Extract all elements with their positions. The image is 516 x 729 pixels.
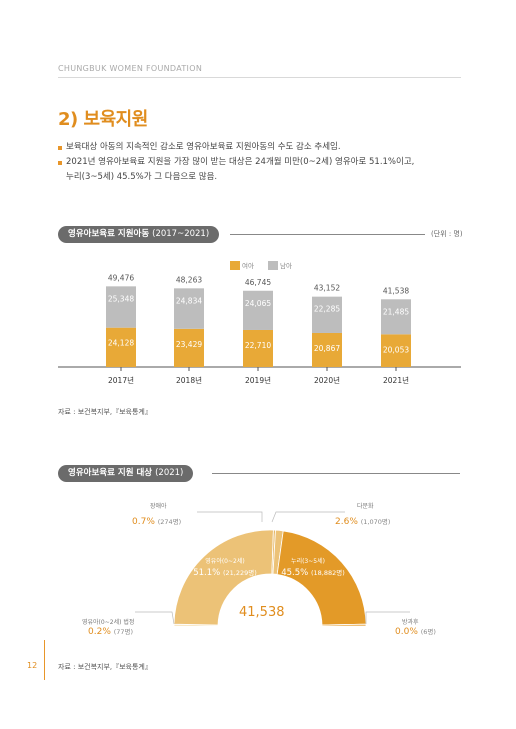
legend-swatch-male	[267, 260, 278, 270]
chart1-title-rule	[230, 234, 425, 235]
bullet-square-icon	[58, 161, 62, 165]
bullet-square-icon	[58, 146, 62, 150]
slice-label-multicultural: 다문화	[357, 503, 374, 510]
bar-total-label: 41,538	[383, 286, 409, 295]
bar-total-label: 43,152	[314, 284, 340, 293]
chart2-source: 자료 : 보건복지부,『보육통계』	[58, 663, 152, 671]
bar-male	[174, 288, 204, 329]
bar-male	[106, 286, 136, 328]
legend-label-male: 남아	[279, 262, 292, 270]
leader-line	[197, 511, 263, 522]
bullet-item: 2021년 영유아보육료 지원을 가장 많이 받는 대상은 24개월 미만(0~…	[58, 155, 478, 170]
bar-female	[243, 329, 273, 367]
bar-label-male: 25,348	[108, 294, 134, 303]
chart1-unit: (단위 : 명)	[431, 230, 463, 238]
bar-male	[381, 299, 411, 335]
bar-male	[243, 290, 273, 330]
x-tick-label: 2017년	[108, 375, 134, 385]
bar-label-female: 24,128	[108, 339, 134, 348]
bar-label-male: 24,065	[245, 299, 271, 308]
bar-label-male: 24,834	[176, 296, 202, 305]
chart2-title-pill: 영유아보육료 지원 대상 (2021)	[58, 465, 194, 482]
bullet-list: 보육대상 아동의 지속적인 감소로 영유아보육료 지원아동의 수도 감소 추세임…	[58, 140, 478, 185]
slice-value-disabled: 0.7% (274명)	[132, 517, 182, 527]
slice-inner-value-nuri: 45.5% (18,882명)	[281, 568, 345, 578]
bullet-item: 보육대상 아동의 지속적인 감소로 영유아보육료 지원아동의 수도 감소 추세임…	[58, 140, 478, 155]
chart1-title-pill: 영유아보육료 지원아동 (2017~2021)	[58, 226, 220, 243]
donut-slice	[321, 623, 367, 627]
bullet-item-continuation: 누리(3~5세) 45.5%가 그 다음으로 많음.	[66, 172, 218, 182]
slice-value-afterschool: 0.0% (6명)	[395, 627, 436, 637]
bar-female	[381, 334, 411, 367]
x-tick-label: 2018년	[176, 375, 202, 385]
slice-value-infant-legal: 0.2% (77명)	[88, 627, 134, 637]
header-org: CHUNGBUK WOMEN FOUNDATION	[58, 64, 203, 73]
stacked-bar-chart: 24,128 25,348 49,476 2017년 23,429 24,834 48,26…	[58, 273, 461, 385]
semi-donut-chart	[135, 511, 410, 627]
slice-label-infant-legal: 영유아(0~2세) 법정	[82, 619, 135, 626]
x-tick-label: 2021년	[383, 375, 409, 385]
chart1-legend: 여아 남아	[230, 260, 292, 270]
bar-label-female: 20,053	[383, 345, 409, 354]
legend-swatch-female	[230, 260, 240, 270]
slice-label-afterschool: 방과후	[402, 619, 419, 626]
bar-label-male: 22,285	[314, 305, 340, 314]
bar-total-label: 49,476	[108, 273, 134, 282]
section-title: 2) 보육지원	[58, 109, 148, 130]
x-tick-label: 2019년	[245, 375, 271, 385]
donut-slice	[173, 529, 274, 626]
bar-label-female: 22,710	[245, 341, 271, 350]
bar-label-female: 23,429	[176, 340, 202, 349]
x-tick-label: 2020년	[314, 375, 340, 385]
chart1-source: 자료 : 보건복지부,『보육통계』	[58, 408, 152, 416]
bar-total-label: 48,263	[176, 275, 202, 284]
page-accent-bar	[44, 640, 45, 680]
leader-line	[271, 511, 345, 523]
slice-label-disabled: 장애아	[150, 503, 167, 510]
page-number: 12	[27, 661, 38, 670]
slice-inner-label-nuri: 누리(3~5세)	[291, 558, 325, 565]
chart2-title-rule	[212, 473, 460, 474]
bar-female	[312, 332, 342, 367]
bar-label-male: 21,485	[383, 307, 409, 316]
leader-line	[365, 611, 410, 624]
slice-inner-value-infant: 51.1% (21,229명)	[193, 568, 257, 578]
donut-total: 41,538	[239, 605, 285, 620]
legend-label-female: 여아	[242, 262, 254, 270]
bar-total-label: 46,745	[245, 278, 271, 287]
leader-line	[135, 611, 175, 625]
header-divider	[58, 77, 461, 78]
bar-label-female: 20,867	[314, 344, 340, 353]
bar-male	[312, 296, 342, 333]
slice-inner-label-infant: 영유아(0~2세)	[205, 558, 245, 565]
slice-value-multicultural: 2.6% (1,070명)	[335, 517, 391, 527]
bar-female	[174, 328, 204, 367]
bar-female	[106, 327, 136, 367]
